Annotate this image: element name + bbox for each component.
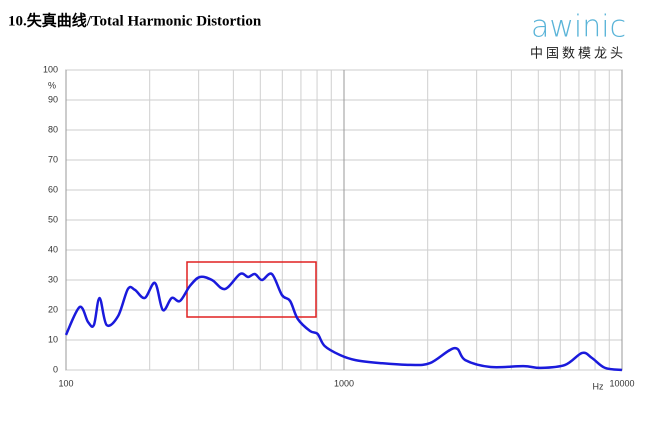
y-tick-label: 0 [53,364,58,374]
y-tick-label: 50 [48,214,58,224]
y-tick-label: 30 [48,274,58,284]
y-tick-label: 20 [48,304,58,314]
y-tick-label: 80 [48,124,58,134]
tagline: 中国数模龙头 [530,47,626,62]
x-tick-label: 1000 [334,378,354,388]
y-tick-label: 100 [43,64,58,74]
grid [65,69,623,371]
thd-line [64,272,623,372]
x-unit: Hz [593,381,604,391]
logo: awinic [531,10,626,45]
y-tick-label: 10 [48,334,58,344]
y-tick-label: 40 [48,244,58,254]
y-tick-label: 90 [48,94,58,104]
x-tick-label: 100 [58,378,73,388]
chart-title: 10.失真曲线/Total Harmonic Distortion [8,11,262,29]
y-unit: % [48,80,56,90]
y-tick-label: 70 [48,154,58,164]
x-tick-label: 10000 [609,378,634,388]
y-tick-label: 60 [48,184,58,194]
highlight-box [186,261,317,318]
